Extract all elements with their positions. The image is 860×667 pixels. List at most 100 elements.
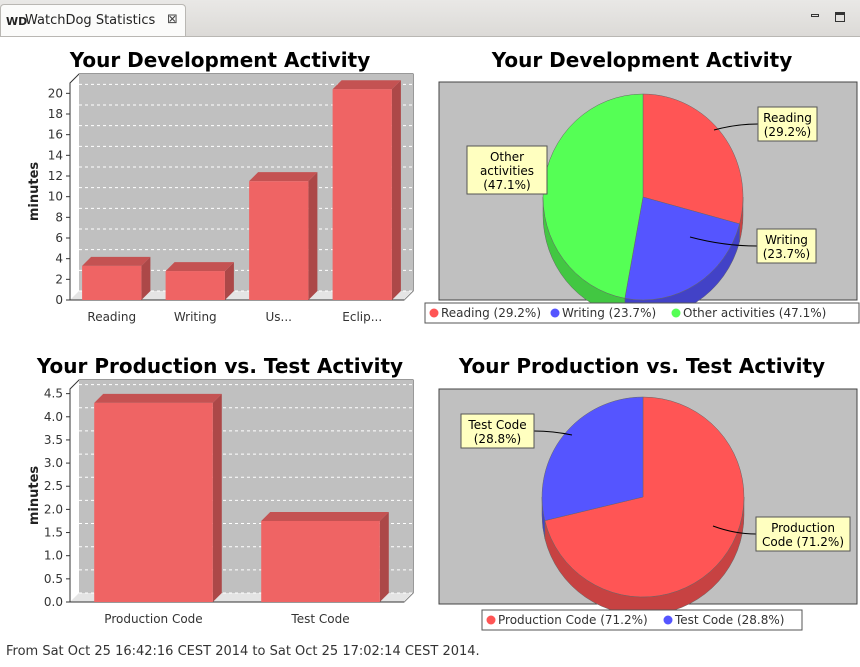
bar — [332, 89, 392, 300]
callout-box — [460, 413, 535, 449]
x-tick-label: Eclip... — [342, 310, 382, 324]
y-tick-label: 4.5 — [44, 387, 63, 401]
y-tick-label: 8 — [55, 210, 63, 224]
legend-marker — [663, 615, 673, 625]
y-axis-label: minutes — [27, 162, 42, 222]
legend-label: Other activities (47.1%) — [683, 306, 826, 320]
legend-marker — [486, 615, 496, 625]
y-tick-label: 0.5 — [44, 572, 63, 586]
legend-label: Production Code (71.2%) — [498, 613, 648, 627]
y-tick-label: 10 — [48, 190, 63, 204]
y-tick-label: 16 — [48, 128, 63, 142]
y-tick-label: 0.0 — [44, 595, 63, 609]
watchdog-icon: WD — [6, 15, 28, 28]
dev-activity-bar-chart: Your Development Activity 0 2 4 6 8 10 12 14 16 18… — [27, 48, 414, 324]
bar-top — [249, 172, 318, 182]
legend-marker — [429, 308, 439, 318]
callout-label: Test Code — [467, 418, 526, 432]
bar-side — [308, 172, 318, 300]
dev-activity-pie-chart: Your Development Activity Reading(29.2%) W… — [424, 48, 860, 324]
pie-slice — [642, 93, 744, 225]
y-tick-label: 4.0 — [44, 410, 63, 424]
callout-line — [712, 525, 757, 535]
callout-line — [533, 430, 573, 436]
y-axis-label: minutes — [27, 466, 42, 526]
time-range-footer: From Sat Oct 25 16:42:16 CEST 2014 to Sa… — [6, 644, 480, 659]
bar — [82, 265, 142, 300]
maximize-icon[interactable] — [833, 10, 847, 24]
y-tick-label: 14 — [48, 148, 63, 162]
x-tick-label: Writing — [174, 310, 217, 324]
callout-label: (29.2%) — [764, 125, 811, 139]
bar — [94, 402, 213, 602]
callout-box — [756, 228, 817, 264]
legend-box — [481, 609, 803, 631]
callout-label: (47.1%) — [483, 178, 530, 192]
statistics-view: Your Development Activity 0 2 4 6 8 10 12 14 16 18… — [0, 37, 860, 667]
callout-label: (28.8%) — [474, 432, 521, 446]
y-tick-label: 0 — [55, 293, 63, 307]
minimize-icon[interactable] — [808, 10, 822, 24]
y-tick-label: 2.0 — [44, 502, 63, 516]
legend-marker — [671, 308, 681, 318]
y-tick-label: 4 — [55, 252, 63, 266]
callout-label: activities — [480, 164, 534, 178]
x-tick-label: Reading — [87, 310, 136, 324]
bar-side — [391, 80, 401, 300]
y-tick-label: 6 — [55, 231, 63, 245]
y-tick-label: 2.5 — [44, 479, 63, 493]
callout-label: Code (71.2%) — [762, 535, 844, 549]
y-tick-label: 12 — [48, 169, 63, 183]
y-tick-label: 18 — [48, 107, 63, 121]
pie-slice — [544, 396, 745, 598]
y-tick-label: 1.0 — [44, 549, 63, 563]
chart-title: Your Production vs. Test Activity — [36, 354, 403, 378]
bar — [261, 520, 380, 602]
bar-top — [82, 256, 151, 266]
legend-box — [424, 302, 860, 324]
y-tick-label: 20 — [48, 86, 63, 100]
y-tick-label: 1.5 — [44, 526, 63, 540]
chart-title: Your Development Activity — [69, 48, 371, 72]
legend-marker — [550, 308, 560, 318]
prod-test-bar-chart: Your Production vs. Test Activity 0.0 0.5 1… — [27, 354, 414, 626]
callout-box — [755, 516, 851, 552]
callout-line — [689, 236, 758, 247]
legend-label: Writing (23.7%) — [562, 306, 656, 320]
y-tick-label: 3.0 — [44, 456, 63, 470]
bar — [249, 181, 309, 300]
tab-title: WatchDog Statistics — [25, 13, 156, 28]
bar-top — [94, 393, 222, 403]
x-tick-label: Test Code — [290, 612, 349, 626]
pie-slice — [624, 196, 740, 301]
y-tick-label: 2 — [55, 272, 63, 286]
y-tick-label: 3.5 — [44, 433, 63, 447]
callout-label: Production — [771, 521, 835, 535]
close-icon[interactable]: ⊠ — [167, 12, 178, 27]
legend-label: Reading (29.2%) — [441, 306, 541, 320]
bar-top — [261, 511, 389, 521]
callout-box — [466, 145, 548, 195]
callout-line — [713, 123, 759, 131]
callout-label: Writing — [765, 233, 808, 247]
editor-tab-bar: WD WatchDog Statistics ⊠ — [0, 0, 860, 37]
bar-top — [332, 80, 401, 90]
callout-label: Reading — [763, 111, 812, 125]
bar-top — [165, 262, 234, 272]
bar-side — [224, 262, 234, 300]
prod-test-pie-chart: Your Production vs. Test Activity Product… — [438, 354, 858, 631]
bar-side — [379, 511, 389, 602]
legend-label: Test Code (28.8%) — [674, 613, 784, 627]
callout-label: Other — [490, 150, 524, 164]
bar — [165, 271, 225, 300]
bar-side — [212, 393, 222, 602]
callout-box — [757, 106, 818, 142]
chart-title: Your Development Activity — [491, 48, 793, 72]
bar-side — [141, 256, 151, 300]
pie-slice — [541, 396, 644, 521]
chart-title: Your Production vs. Test Activity — [458, 354, 825, 378]
callout-label: (23.7%) — [763, 247, 810, 261]
tab-watchdog-statistics[interactable]: WD WatchDog Statistics ⊠ — [0, 4, 186, 36]
plot-floor — [70, 291, 413, 300]
x-tick-label: Production Code — [104, 612, 202, 626]
